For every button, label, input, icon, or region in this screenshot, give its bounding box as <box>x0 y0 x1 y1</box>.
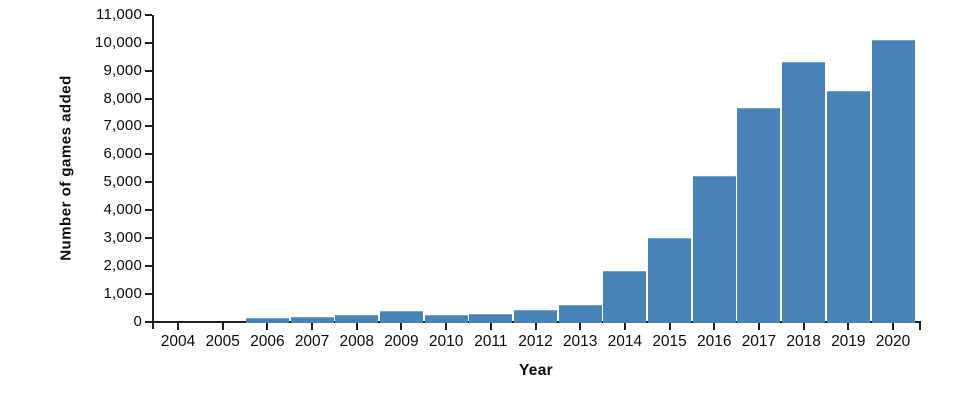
bar-2018 <box>782 61 826 323</box>
bar-2007 <box>290 317 334 323</box>
x-tick-mark <box>847 323 850 330</box>
bar-2014 <box>603 271 647 323</box>
y-tick-mark <box>145 264 152 267</box>
y-tick-label: 4,000 <box>103 201 142 219</box>
x-tick-label: 2011 <box>474 333 508 350</box>
x-tick-mark <box>355 323 358 330</box>
y-tick-label: 9,000 <box>103 61 142 79</box>
x-tick-label: 2014 <box>607 333 643 350</box>
y-tick-mark <box>145 209 152 212</box>
x-tick-mark <box>445 323 448 330</box>
x-tick-mark <box>400 323 403 330</box>
bar-2009 <box>379 311 423 323</box>
x-tick-label: 2009 <box>384 333 419 350</box>
y-tick-mark <box>145 181 152 184</box>
bar-2012 <box>514 310 557 323</box>
x-tick-label: 2008 <box>339 333 374 350</box>
bar-2019 <box>826 90 870 323</box>
y-tick-label: 11,000 <box>96 6 142 23</box>
y-tick-mark <box>145 125 152 128</box>
y-tick-mark <box>145 292 152 295</box>
x-tick-label: 2016 <box>697 333 732 350</box>
x-tick-mark <box>757 323 760 330</box>
bar-2006 <box>245 318 289 323</box>
x-tick-mark <box>311 323 314 330</box>
x-tick-mark <box>221 323 224 330</box>
bar-2017 <box>737 108 781 323</box>
bar-2013 <box>558 305 602 323</box>
y-tick-mark <box>145 14 152 16</box>
x-tick-label: 2012 <box>518 333 553 350</box>
y-tick-label: 1,000 <box>103 284 142 302</box>
x-tick-label: 2013 <box>562 333 598 350</box>
y-tick-label: 2,000 <box>103 256 142 274</box>
bar-2015 <box>648 238 692 323</box>
x-tick-label: 2015 <box>652 333 687 350</box>
y-tick-label: 5,000 <box>103 173 142 191</box>
x-tick-label: 2006 <box>250 333 285 350</box>
x-tick-label: 2005 <box>205 333 240 350</box>
x-tick-mark <box>713 323 716 330</box>
y-tick-label: 10,000 <box>94 33 142 51</box>
x-tick-label: 2020 <box>875 333 911 350</box>
y-tick-mark <box>145 236 152 239</box>
y-tick-label: 0 <box>133 312 142 330</box>
x-tick-label: 2004 <box>160 333 196 350</box>
x-tick-mark <box>489 323 492 330</box>
x-tick-mark <box>623 323 626 330</box>
y-tick-mark <box>145 97 152 100</box>
y-tick-mark <box>145 69 152 72</box>
x-tick-mark <box>177 323 179 330</box>
y-tick-label: 8,000 <box>103 89 142 107</box>
y-axis-line <box>152 15 154 329</box>
x-axis-end-tick <box>919 323 921 330</box>
x-tick-label: 2007 <box>294 333 330 350</box>
x-tick-mark <box>579 323 582 330</box>
bar-2016 <box>692 175 736 323</box>
x-tick-mark <box>534 323 537 330</box>
x-axis-title: Year <box>519 362 553 379</box>
x-tick-label: 2010 <box>428 333 464 350</box>
x-tick-mark <box>266 323 269 330</box>
y-tick-label: 7,000 <box>103 117 142 135</box>
x-tick-label: 2017 <box>741 333 777 350</box>
bar-2020 <box>871 40 915 323</box>
y-tick-label: 6,000 <box>103 145 142 163</box>
x-tick-label: 2019 <box>831 333 866 350</box>
y-tick-mark <box>145 320 152 323</box>
y-tick-label: 3,000 <box>103 228 142 246</box>
x-tick-mark <box>892 323 894 330</box>
bar-2010 <box>424 314 468 323</box>
bar-2008 <box>335 314 379 323</box>
x-tick-label: 2018 <box>786 333 821 350</box>
y-tick-mark <box>145 41 152 44</box>
bar-2011 <box>469 313 513 323</box>
y-tick-mark <box>145 153 152 156</box>
x-tick-mark <box>802 323 805 330</box>
x-tick-mark <box>668 323 671 330</box>
